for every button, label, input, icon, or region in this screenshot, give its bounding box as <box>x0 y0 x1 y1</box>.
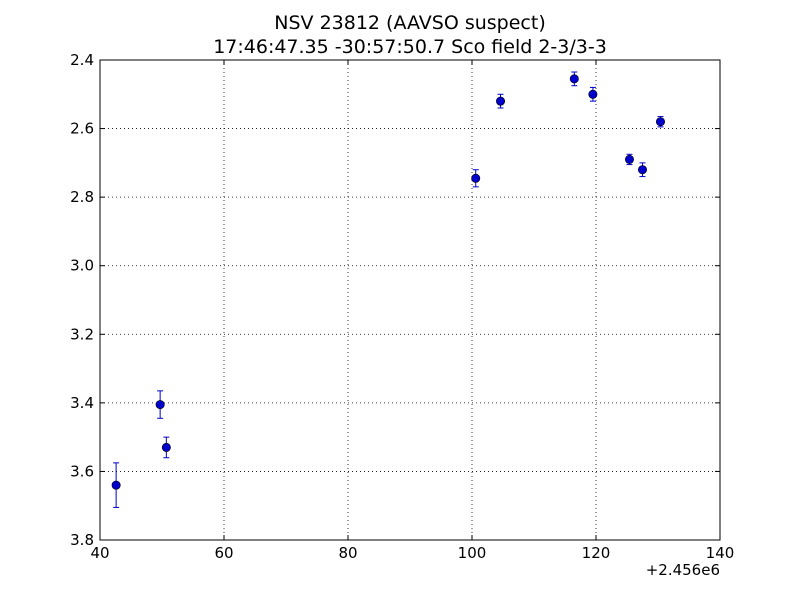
x-tick-label: 100 <box>458 544 487 562</box>
chart-title: NSV 23812 (AAVSO suspect) <box>274 12 545 34</box>
y-tick-label: 3.4 <box>70 394 94 412</box>
grid-lines <box>100 60 720 540</box>
chart-subtitle: 17:46:47.35 -30:57:50.7 Sco field 2-3/3-… <box>213 36 607 58</box>
data-point <box>655 117 665 127</box>
tick-labels: 40 60 80 100 120 140 2.4 2.6 2.8 3.0 3.2 3.4 3.6 3.8 <box>70 51 734 562</box>
y-tick-label: 2.8 <box>70 188 94 206</box>
axis-ticks <box>99 59 721 541</box>
data-point <box>496 96 506 106</box>
data-point <box>588 89 598 99</box>
plot-area-frame <box>99 59 721 541</box>
y-tick-label: 3.2 <box>70 325 94 343</box>
data-point <box>111 480 121 490</box>
data-point <box>471 173 481 183</box>
x-tick-label: 140 <box>706 544 735 562</box>
y-tick-label: 3.0 <box>70 257 94 275</box>
data-point <box>569 74 579 84</box>
y-tick-label: 3.8 <box>70 531 94 549</box>
x-tick-label: 40 <box>90 544 109 562</box>
y-tick-label: 2.4 <box>70 51 94 69</box>
data-point <box>624 154 634 164</box>
y-tick-label: 2.6 <box>70 120 94 138</box>
data-point <box>161 442 171 452</box>
x-tick-label: 80 <box>338 544 357 562</box>
data-point <box>155 400 165 410</box>
x-tick-label: 60 <box>214 544 233 562</box>
data-points <box>111 71 665 508</box>
x-tick-label: 120 <box>582 544 611 562</box>
data-point <box>637 165 647 175</box>
y-tick-label: 3.6 <box>70 462 94 480</box>
x-axis-offset-label: +2.456e6 <box>646 561 720 579</box>
